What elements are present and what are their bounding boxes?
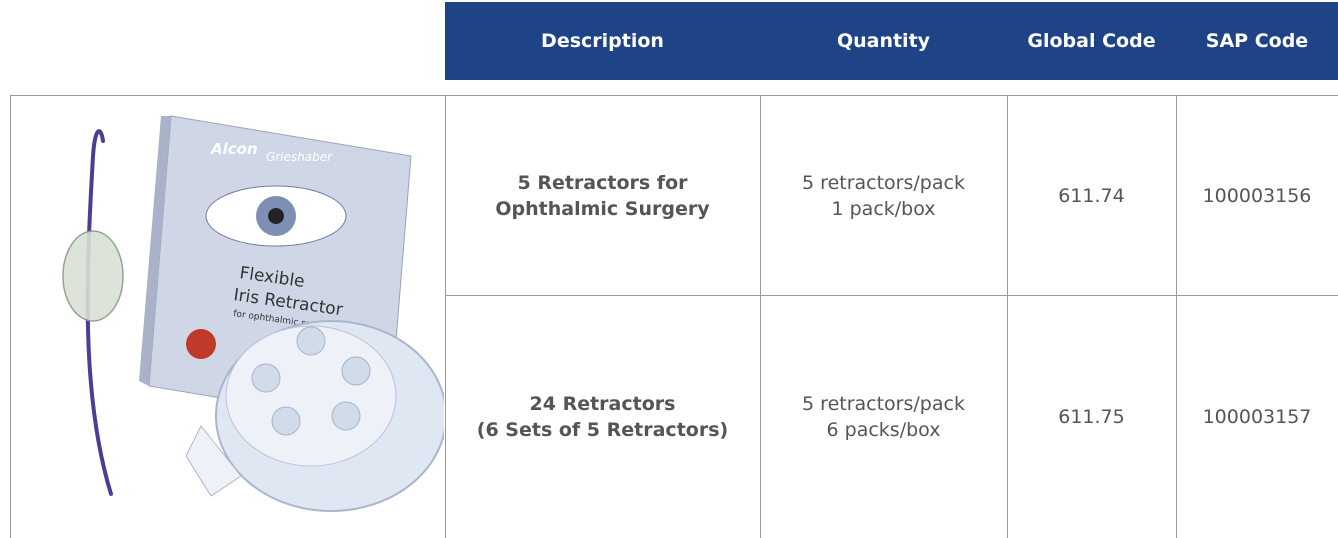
cell-text: 100003157 (1202, 406, 1312, 428)
column-border (445, 95, 446, 538)
cell-text: 611.75 (1058, 406, 1125, 428)
cell-text: 5 retractors/pack (802, 393, 965, 415)
table-cell: 611.74 (1007, 96, 1176, 295)
cell-text: 24 Retractors (529, 393, 676, 415)
cell-text: 1 pack/box (831, 197, 936, 220)
cell-text: 5 retractors/pack (802, 171, 965, 194)
cell-text: (6 Sets of 5 Retractors) (476, 419, 729, 441)
column-border (10, 95, 11, 538)
row-border (10, 95, 1338, 96)
cell-text: 100003156 (1202, 184, 1312, 207)
table-cell: 5 Retractors for Ophthalmic Surgery (445, 96, 760, 295)
column-border (760, 95, 761, 538)
table-cell: 100003157 (1176, 296, 1338, 538)
header-bar (445, 2, 1338, 80)
table-cell: 100003156 (1176, 96, 1338, 295)
table-cell: 5 retractors/pack 6 packs/box (760, 296, 1007, 538)
header-cell: Global Code (1027, 30, 1156, 52)
table-cell: 5 retractors/pack 1 pack/box (760, 96, 1007, 295)
cell-text: 611.74 (1058, 184, 1125, 207)
table-cell: 611.75 (1007, 296, 1176, 538)
column-border (1007, 95, 1008, 538)
header-cell: Quantity (836, 30, 931, 52)
column-border (1176, 95, 1177, 538)
header-cell: SAP Code (1205, 30, 1309, 52)
header-cell: Description (541, 30, 664, 52)
cell-text: Ophthalmic Surgery (495, 197, 710, 220)
row-border (445, 295, 1338, 296)
product-image: Alcon Grieshaber Flexible Iris Retractor… (62, 115, 444, 512)
cell-text: 5 Retractors for (517, 171, 688, 194)
box-brand: Alcon (210, 140, 258, 158)
table-cell: 24 Retractors (6 Sets of 5 Retractors) (445, 296, 760, 538)
cell-text: 6 packs/box (826, 419, 941, 441)
box-sub-brand: Grieshaber (266, 150, 333, 164)
